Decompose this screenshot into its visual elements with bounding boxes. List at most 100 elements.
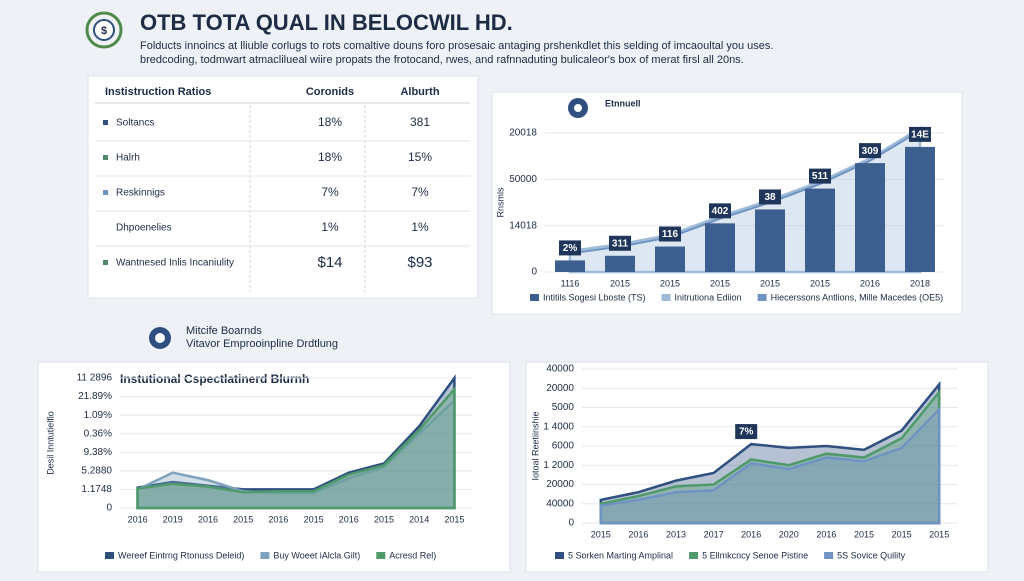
area — [599, 406, 941, 525]
x-tick-label: 2015 — [444, 514, 464, 524]
x-tick-label: 2016 — [128, 514, 148, 524]
table-panel — [87, 75, 479, 299]
bar — [755, 209, 785, 272]
bar — [605, 255, 635, 272]
svg-text:$: $ — [101, 25, 107, 37]
annotation: 309 — [862, 146, 879, 157]
legend-swatch — [260, 552, 270, 559]
legend-label: Wereef Eintrng Rtonuss Deleid) — [118, 550, 244, 560]
annotation-box — [659, 226, 681, 242]
y-tick-label: 0 — [106, 503, 112, 514]
x-tick-label: 2015 — [710, 278, 730, 288]
chart-title: Instutional Cspectlatinerd Blurnh — [120, 372, 309, 386]
annotation: 14E — [911, 130, 929, 141]
bar — [805, 188, 835, 272]
table-header: Instistruction Ratios — [105, 86, 211, 98]
table-cell: 7% — [321, 185, 339, 199]
x-tick-label: 2015 — [660, 278, 680, 288]
y-tick-label: 0 — [568, 518, 574, 529]
x-tick-label: 2017 — [704, 529, 724, 539]
area — [599, 388, 941, 525]
legend-swatch — [661, 294, 671, 301]
legend-label: Hiecerssons Antlions, Mille Macedes (OE5… — [771, 292, 944, 302]
x-tick-label: 2016 — [339, 514, 359, 524]
x-tick-label: 2015 — [374, 514, 394, 524]
area — [599, 380, 941, 525]
y-tick-label: 11 2896 — [77, 373, 113, 384]
table-cell: $14 — [317, 254, 342, 271]
row-marker — [103, 260, 108, 265]
bar — [555, 260, 585, 272]
table-cell: Soltancs — [116, 118, 154, 129]
y-tick-label: 6000 — [552, 441, 575, 452]
row-marker — [103, 225, 108, 230]
bar — [905, 146, 935, 272]
annotation-box — [559, 240, 581, 256]
x-tick-label: 2015 — [810, 278, 830, 288]
bar — [655, 246, 685, 272]
section-subtitle: Vitavor Emprooinpline Drdtlung — [186, 338, 338, 350]
y-tick-label: 1.1748 — [81, 484, 112, 495]
legend-swatch — [376, 552, 386, 559]
x-tick-label: 2018 — [910, 278, 930, 288]
legend-swatch — [757, 294, 767, 301]
area — [136, 385, 456, 510]
area — [136, 374, 456, 510]
y-axis-label: Desil Inntutielfio — [45, 411, 55, 475]
row-marker — [103, 120, 108, 125]
annotation: 38 — [764, 192, 776, 203]
y-axis-label: Rnsmls — [495, 187, 505, 218]
annotation-box — [859, 143, 881, 159]
x-tick-label: 2015 — [892, 529, 912, 539]
x-tick-label: 2015 — [304, 514, 324, 524]
y-axis-label: Iotoal Reetiinshie — [530, 411, 540, 480]
legend-swatch — [824, 552, 834, 559]
legend-label: Buy Woeet iAlcla Gilt) — [273, 550, 360, 560]
y-tick-label: 1 2000 — [543, 460, 574, 471]
subtitle: bredcoding, todmwart atmaclilueal wiire … — [140, 54, 744, 66]
x-tick-label: 2015 — [760, 278, 780, 288]
annotation-box — [735, 424, 758, 440]
y-tick-label: 5.2880 — [81, 465, 112, 476]
x-tick-label: 2016 — [198, 514, 218, 524]
legend-swatch — [555, 552, 564, 559]
table-cell: 18% — [318, 150, 342, 164]
annotation-box — [609, 235, 631, 251]
table-cell: Wantnesed Inlis Incaniulity — [116, 258, 234, 269]
legend-label: Acresd Rel) — [389, 550, 436, 560]
legend-label: Initrutiona Ediion — [675, 292, 742, 302]
x-tick-label: 2016 — [860, 278, 880, 288]
table-cell: 1% — [321, 220, 339, 234]
row-marker — [103, 155, 108, 160]
x-tick-label: 2015 — [233, 514, 253, 524]
legend-swatch — [530, 294, 539, 301]
annotation: 7% — [739, 427, 754, 438]
y-tick-label: 1.09% — [84, 410, 112, 421]
legend-swatch — [105, 552, 114, 559]
y-tick-label: 20018 — [509, 128, 537, 139]
x-tick-label: 2016 — [816, 529, 836, 539]
table-cell: 18% — [318, 115, 342, 129]
legend-label: Intitils Sogesi Lboste (TS) — [543, 292, 646, 302]
table-cell: 7% — [411, 185, 429, 199]
x-tick-label: 2014 — [409, 514, 429, 524]
annotation: 402 — [712, 206, 729, 217]
y-tick-label: 5000 — [552, 402, 575, 413]
x-tick-label: 2013 — [666, 529, 686, 539]
legend-label: 5 Ellmkcncy Senoe Pistine — [702, 550, 808, 560]
y-tick-label: 50000 — [509, 174, 537, 185]
y-tick-label: 9.38% — [84, 447, 112, 458]
table-header: Alburth — [400, 86, 439, 98]
annotation-box — [809, 168, 831, 184]
logo: $ — [85, 11, 123, 49]
y-tick-label: 20000 — [546, 383, 574, 394]
y-tick-label: 20000 — [546, 479, 574, 490]
y-tick-label: 21.89% — [78, 391, 112, 402]
x-tick-label: 2015 — [929, 529, 949, 539]
bar — [705, 223, 735, 272]
legend-label: 5S Sovice Quility — [837, 550, 906, 560]
x-tick-label: 1116 — [561, 278, 580, 288]
subtitle: Folducts innoincs at lliuble corlugs to … — [140, 40, 773, 52]
